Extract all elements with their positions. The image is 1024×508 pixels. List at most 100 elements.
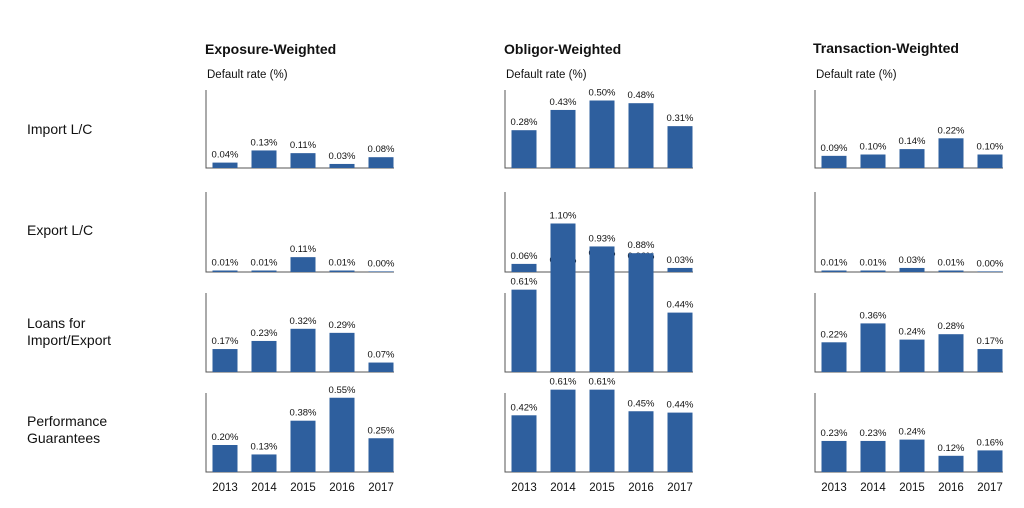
data-label: 0.01%	[938, 258, 965, 269]
data-label: 0.17%	[212, 336, 239, 347]
data-label: 0.10%	[860, 142, 887, 153]
row-label-loans: Loans for Import/Export	[27, 315, 111, 349]
data-label: 0.36%	[860, 310, 887, 321]
panel-1-2: 0.01% 0.01% 0.03% 0.01% 0.00%	[814, 192, 1004, 273]
panel-2-2: 0.22% 0.36% 0.24% 0.28% 0.17%	[814, 293, 1004, 373]
bar	[821, 155, 847, 168]
data-label: 0.03%	[667, 255, 694, 266]
data-label: 0.07%	[368, 350, 395, 361]
data-label: 0.61%	[550, 377, 577, 388]
x-tick-label: 2013	[511, 482, 537, 494]
y-axis-caption-obligor: Default rate (%)	[506, 69, 587, 81]
bar	[628, 411, 654, 472]
bar	[329, 270, 355, 272]
y-axis-caption-transaction: Default rate (%)	[816, 69, 897, 81]
x-tick-label: 2014	[550, 482, 576, 494]
bar	[251, 270, 277, 272]
row-label-export-lc: Export L/C	[27, 222, 93, 239]
bar	[938, 455, 964, 472]
data-label: 0.09%	[821, 143, 848, 154]
data-label: 0.11%	[290, 140, 317, 151]
data-label: 0.25%	[368, 425, 395, 436]
bar	[977, 349, 1003, 372]
bar	[212, 445, 238, 472]
row-label-line: Guarantees	[27, 430, 101, 446]
bar	[290, 153, 316, 168]
column-title-transaction-weighted: Transaction-Weighted	[813, 40, 959, 56]
bar	[290, 257, 316, 272]
column-title-obligor-weighted: Obligor-Weighted	[504, 41, 622, 57]
bar	[821, 342, 847, 372]
data-label: 0.23%	[251, 328, 278, 339]
bar	[251, 340, 277, 372]
data-label: 0.00%	[977, 258, 1004, 269]
data-label: 0.20%	[212, 432, 239, 443]
x-tick-label: 2016	[628, 482, 654, 494]
bar	[589, 389, 615, 472]
data-label: 0.01%	[860, 258, 887, 269]
bar	[667, 312, 693, 372]
data-label: 1.10%	[550, 211, 577, 222]
data-label: 0.13%	[251, 441, 278, 452]
bar	[899, 267, 925, 272]
data-label: 0.01%	[821, 258, 848, 269]
bar	[860, 323, 886, 372]
row-label-line: Export L/C	[27, 222, 94, 238]
data-label: 0.48%	[628, 90, 655, 101]
bar	[550, 223, 576, 372]
data-label: 0.88%	[628, 240, 655, 251]
panel-0-2: 0.09% 0.10% 0.14% 0.22% 0.10%	[814, 90, 1004, 169]
data-label: 0.38%	[290, 408, 317, 419]
bar	[368, 438, 394, 472]
data-label: 0.61%	[511, 277, 538, 288]
row-label-performance: Performance Guarantees	[27, 413, 107, 447]
row-label-line: Import L/C	[27, 121, 93, 137]
bar	[628, 253, 654, 372]
bar	[550, 389, 576, 472]
panel-1-0: 0.01% 0.01% 0.11% 0.01% 0.00%	[205, 192, 395, 273]
row-label-import-lc: Import L/C	[27, 121, 92, 138]
bar	[251, 454, 277, 472]
data-label: 0.42%	[511, 402, 538, 413]
data-label: 0.01%	[251, 258, 278, 269]
row-label-line: Loans for	[27, 315, 86, 331]
data-label: 0.23%	[821, 428, 848, 439]
panel-2-1: 0.61% 1.10% 0.93% 0.88% 0.44%	[504, 211, 694, 373]
x-tick-label: 2017	[667, 482, 693, 494]
data-label: 0.61%	[589, 377, 616, 388]
data-label: 0.44%	[667, 300, 694, 311]
data-label: 0.13%	[251, 137, 278, 148]
x-tick-label: 2016	[938, 482, 964, 494]
data-label: 0.06%	[511, 251, 538, 262]
data-label: 0.01%	[329, 258, 356, 269]
data-label: 0.22%	[821, 329, 848, 340]
data-label: 0.12%	[938, 443, 965, 454]
panel-3-0: 0.20% 0.13% 0.38% 0.55% 0.25%	[205, 385, 395, 473]
panel-3-2: 0.23% 0.23% 0.24% 0.12% 0.16%	[814, 393, 1004, 473]
bar	[899, 149, 925, 168]
data-label: 0.28%	[511, 117, 538, 128]
data-label: 0.04%	[212, 150, 239, 161]
bar	[511, 263, 537, 272]
bar	[251, 150, 277, 168]
data-label: 0.17%	[977, 336, 1004, 347]
panel-3-1: 0.42% 0.61% 0.61% 0.45% 0.44%	[504, 377, 694, 473]
x-tick-label: 2015	[589, 482, 615, 494]
data-label: 0.45%	[628, 398, 655, 409]
bar	[899, 439, 925, 472]
bar	[977, 154, 1003, 168]
bar	[368, 157, 394, 168]
data-label: 0.24%	[899, 327, 926, 338]
panel-0-0: 0.04% 0.13% 0.11% 0.03% 0.08%	[205, 90, 395, 169]
data-label: 0.03%	[899, 255, 926, 266]
row-label-line: Import/Export	[27, 332, 112, 348]
data-label: 0.44%	[667, 400, 694, 411]
bar	[511, 130, 537, 168]
bar	[938, 138, 964, 168]
data-label: 0.55%	[329, 385, 356, 396]
data-label: 0.50%	[589, 88, 616, 99]
bar	[860, 270, 886, 272]
data-label: 0.14%	[899, 136, 926, 147]
bar	[329, 332, 355, 372]
